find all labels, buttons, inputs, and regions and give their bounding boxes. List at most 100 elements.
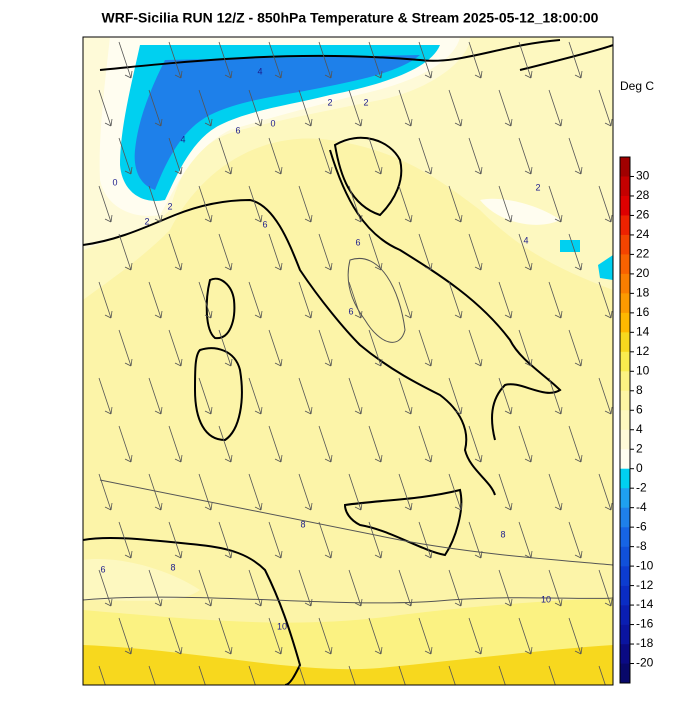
colorbar-tick-label: 22: [636, 247, 650, 261]
contour-label: 6: [100, 564, 105, 574]
stream-arrow: [318, 425, 333, 463]
stream-arrow: [348, 377, 363, 415]
contour-labels: 4 2 2 0 6 4 0 2 2 6 2 4 6 6 8 8 6 8 10 1…: [100, 66, 551, 631]
stream-arrow: [148, 473, 163, 511]
stream-arrow: [548, 281, 563, 319]
field-below-4: [134, 55, 420, 190]
stream-arrow: [468, 329, 483, 367]
stream-arrow: [218, 41, 233, 79]
stream-arrow: [148, 281, 163, 319]
stream-arrow: [498, 569, 513, 607]
stream-arrow: [98, 569, 113, 607]
stream-arrow: [168, 329, 183, 367]
stream-arrow: [348, 665, 356, 685]
stream-arrow: [498, 185, 513, 223]
stream-arrow: [418, 41, 433, 79]
colorbar-tick-label: 26: [636, 208, 650, 222]
stream-arrow: [368, 137, 383, 175]
stream-arrow: [468, 137, 483, 175]
stream-arrow: [118, 137, 133, 175]
stream-arrow: [248, 185, 263, 223]
stream-arrow: [98, 185, 113, 223]
contour-label: 2: [167, 201, 172, 211]
stream-arrow: [98, 281, 113, 319]
colorbar-segment: [620, 157, 630, 177]
colorbar-tick-label: 10: [636, 363, 650, 377]
stream-arrow: [348, 185, 363, 223]
stream-arrow: [498, 89, 513, 127]
stream-arrow: [398, 185, 413, 223]
colorbar-segment: [620, 371, 630, 392]
stream-arrow: [398, 281, 413, 319]
contour-label: 6: [355, 237, 360, 247]
stream-arrow: [148, 569, 163, 607]
colorbar-segment: [620, 176, 630, 197]
stream-arrow: [268, 137, 283, 175]
stream-arrow: [148, 665, 156, 685]
field-below-0: [598, 255, 613, 280]
colorbar-segment: [620, 644, 630, 664]
colorbar-tick-label: 14: [636, 325, 650, 339]
stream-arrow: [468, 233, 483, 271]
stream-arrow: [318, 41, 333, 79]
stream-arrow: [418, 329, 433, 367]
stream-arrow: [198, 281, 213, 319]
stream-arrow: [198, 665, 206, 685]
stream-arrow: [448, 185, 463, 223]
stream-arrow: [318, 329, 333, 367]
contour-label: 0: [112, 177, 117, 187]
colorbar-segment: [620, 624, 630, 645]
stream-arrow: [568, 137, 583, 175]
stream-arrow: [448, 569, 463, 607]
colorbar-segment: [620, 429, 630, 450]
colorbar-tick-label: 8: [636, 383, 643, 397]
stream-arrow: [168, 617, 183, 655]
stream-arrow: [348, 473, 363, 511]
stream-arrow: [518, 41, 533, 79]
plot-frame: [82, 36, 614, 686]
map-field: [83, 37, 613, 685]
contour-label: 2: [535, 182, 540, 192]
stream-arrow: [168, 137, 183, 175]
stream-arrow: [248, 665, 256, 685]
colorbar-tick-label: -16: [636, 617, 654, 631]
stream-arrow: [218, 329, 233, 367]
colorbar-segment: [620, 605, 630, 625]
stream-arrow: [498, 473, 513, 511]
colorbar-segment: [620, 663, 630, 684]
stream-arrow: [568, 41, 583, 79]
stream-arrow: [118, 41, 133, 79]
contour-label: 8: [300, 519, 305, 529]
stream-arrow: [498, 665, 506, 685]
colorbar-segment: [620, 332, 630, 353]
stream-arrow: [398, 569, 413, 607]
colorbar-tick-label: 0: [636, 461, 643, 475]
stream-arrow: [518, 617, 533, 655]
stream-arrow: [568, 425, 583, 463]
stream-arrow: [548, 185, 563, 223]
stream-arrow: [148, 185, 163, 223]
colorbar-segment: [620, 273, 630, 294]
stream-arrow: [548, 665, 556, 685]
stream-arrow: [198, 473, 213, 511]
stream-arrow: [218, 233, 233, 271]
contour-label: 6: [348, 306, 353, 316]
stream-arrow: [418, 617, 433, 655]
contour-label: 4: [180, 134, 185, 144]
stream-arrow: [448, 473, 463, 511]
stream-arrow: [448, 89, 463, 127]
stream-arrow: [518, 233, 533, 271]
contour-label: 6: [262, 219, 267, 229]
colorbar-tick-label: -18: [636, 636, 654, 650]
stream-arrow: [298, 185, 313, 223]
colorbar-segment: [620, 468, 630, 489]
stream-arrow: [118, 521, 133, 559]
coastlines: [83, 39, 613, 685]
colorbar-tick-label: -20: [636, 656, 654, 670]
stream-arrow: [368, 41, 383, 79]
colorbar-tick-label: 24: [636, 227, 650, 241]
stream-arrow: [248, 569, 263, 607]
stream-arrow: [548, 89, 563, 127]
stream-arrow: [268, 521, 283, 559]
